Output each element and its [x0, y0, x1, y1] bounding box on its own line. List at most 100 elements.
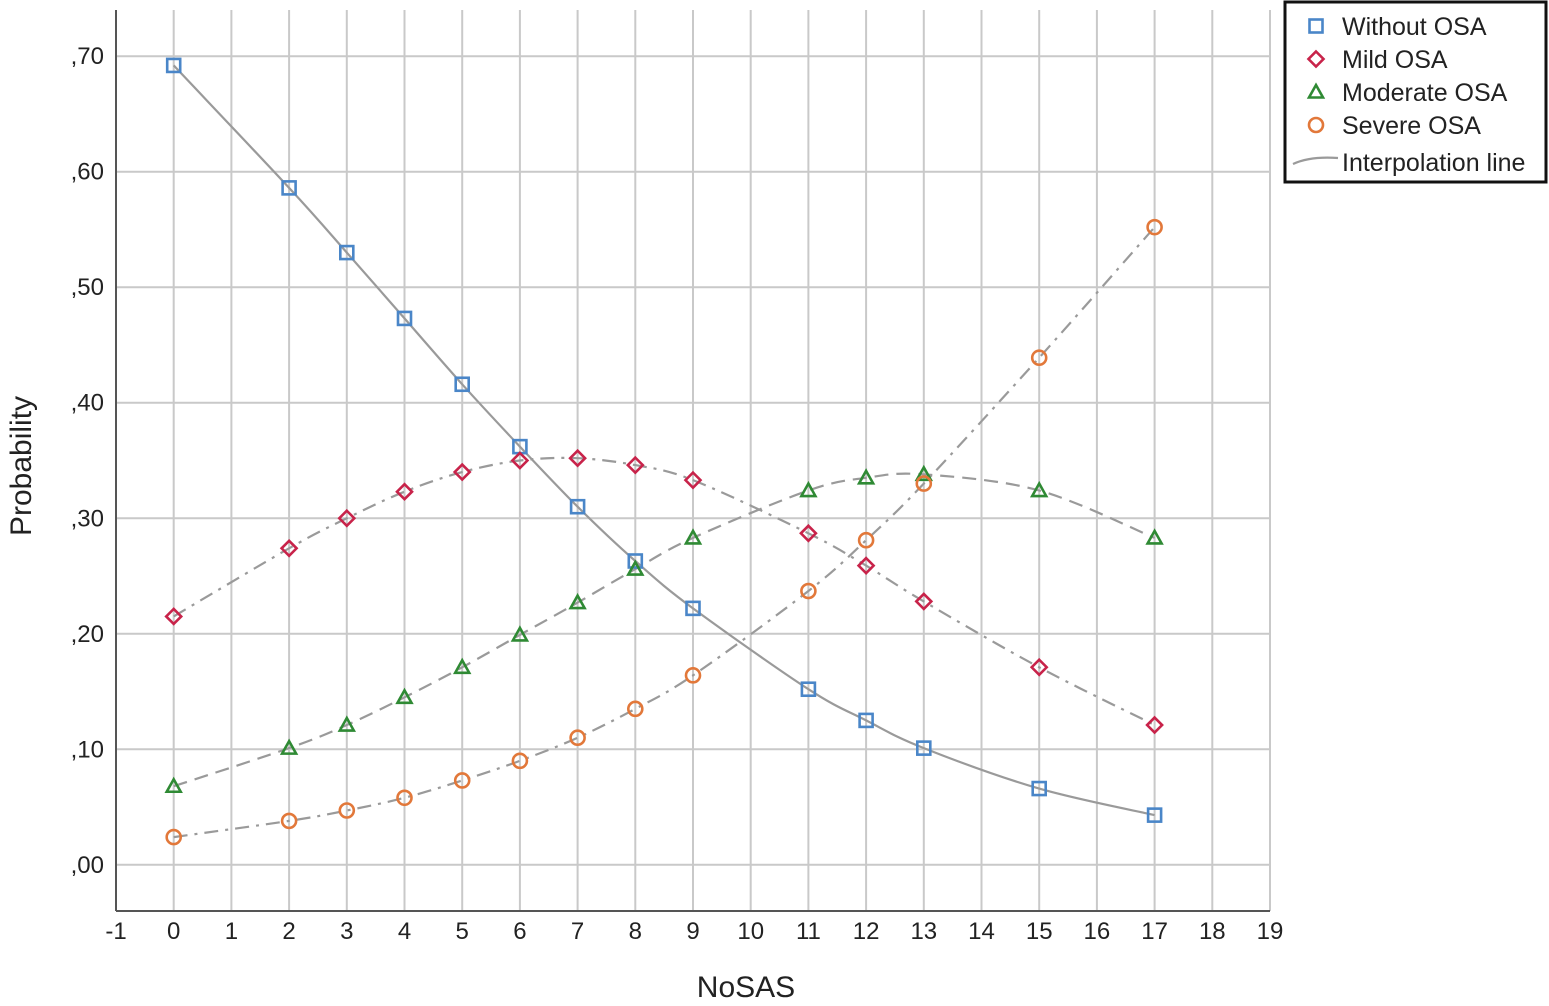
legend-box — [1283, 0, 1548, 184]
marker-severe-osa — [280, 812, 298, 830]
marker-moderate-osa — [395, 687, 414, 705]
y-tick-label: ,70 — [71, 43, 104, 70]
marker-severe-osa — [165, 828, 182, 846]
marker-mild-osa — [914, 592, 934, 611]
legend-marker-severe-osa — [1307, 116, 1325, 134]
marker-without-osa — [569, 498, 586, 515]
marker-severe-osa — [857, 531, 875, 549]
marker-mild-osa — [856, 556, 876, 575]
marker-moderate-osa — [279, 738, 299, 755]
interpolation-line-moderate-osa — [173, 472, 1156, 788]
y-tick-labels: ,00 ,10 ,20 ,30 ,40 ,50 ,60 ,70 — [71, 43, 104, 879]
x-tick-label: 14 — [968, 918, 995, 945]
x-tick-label: 3 — [340, 918, 353, 945]
marker-severe-osa — [569, 729, 586, 747]
marker-without-osa — [627, 553, 644, 569]
x-tick-label: 4 — [398, 918, 411, 945]
marker-moderate-osa — [510, 625, 530, 642]
y-tick-label: ,30 — [71, 505, 104, 532]
x-tick-label: 7 — [571, 918, 584, 945]
marker-mild-osa — [395, 482, 414, 502]
y-tick-label: ,00 — [71, 852, 104, 879]
marker-without-osa — [165, 57, 182, 74]
marker-moderate-osa — [1029, 480, 1049, 498]
marker-without-osa — [454, 376, 471, 393]
interpolation-line-without-osa — [172, 64, 1155, 817]
marker-without-osa — [281, 180, 297, 196]
axes — [115, 10, 1270, 912]
marker-mild-osa — [799, 523, 818, 543]
marker-without-osa — [858, 712, 874, 729]
legend-label-without-osa: Without OSA — [1342, 13, 1487, 41]
legend-label-interpolation-line: Interpolation line — [1342, 149, 1525, 177]
x-tick-label: 11 — [796, 918, 821, 945]
marker-severe-osa — [800, 582, 817, 600]
legend-label-severe-osa: Severe OSA — [1342, 112, 1481, 140]
marker-severe-osa — [453, 772, 471, 789]
marker-mild-osa — [337, 508, 357, 528]
data-markers — [164, 57, 1164, 846]
x-tick-label: 5 — [456, 918, 469, 945]
marker-moderate-osa — [914, 464, 934, 482]
legend-label-moderate-osa: Moderate OSA — [1342, 79, 1508, 107]
marker-moderate-osa — [337, 715, 357, 732]
marker-severe-osa — [1146, 218, 1163, 236]
legend-items: Without OSA Mild OSA Moderate OSA Severe OS… — [1292, 13, 1525, 177]
marker-moderate-osa — [683, 528, 703, 545]
x-tick-label: 17 — [1141, 918, 1168, 945]
x-tick-label: 9 — [686, 918, 699, 945]
legend-interpolation-line-icon — [1292, 156, 1339, 165]
interpolation-line-mild-osa — [173, 456, 1156, 726]
interpolation-line-severe-osa — [173, 226, 1156, 839]
marker-moderate-osa — [568, 592, 587, 610]
marker-without-osa — [1031, 780, 1047, 797]
legend-marker-moderate-osa — [1306, 82, 1326, 99]
marker-severe-osa — [396, 789, 413, 807]
y-tick-label: ,10 — [71, 736, 104, 763]
marker-moderate-osa — [164, 776, 183, 794]
marker-mild-osa — [683, 470, 703, 490]
legend: Without OSA Mild OSA Moderate OSA Severe OS… — [1283, 0, 1548, 184]
y-tick-label: ,20 — [71, 621, 104, 648]
x-tick-label: 16 — [1084, 918, 1111, 945]
marker-severe-osa — [915, 475, 933, 492]
x-tick-label: -1 — [105, 918, 126, 945]
legend-marker-without-osa — [1308, 18, 1324, 34]
marker-severe-osa — [684, 667, 702, 684]
x-axis-title: NoSAS — [697, 971, 795, 1004]
marker-severe-osa — [626, 700, 644, 718]
y-tick-label: ,60 — [71, 159, 104, 186]
x-tick-label: 15 — [1026, 918, 1053, 945]
x-tick-label: 6 — [513, 918, 526, 945]
gridlines — [116, 10, 1271, 911]
marker-without-osa — [1146, 807, 1163, 823]
marker-without-osa — [685, 600, 701, 617]
marker-without-osa — [396, 310, 413, 327]
marker-severe-osa — [1030, 349, 1048, 366]
marker-mild-osa — [164, 607, 184, 626]
x-tick-label: 2 — [282, 918, 295, 945]
marker-moderate-osa — [799, 480, 818, 498]
marker-moderate-osa — [856, 468, 876, 485]
y-tick-label: ,50 — [71, 274, 104, 301]
x-tick-label: 1 — [225, 918, 238, 945]
legend-marker-mild-osa — [1306, 49, 1326, 69]
marker-mild-osa — [568, 448, 587, 468]
marker-severe-osa — [338, 802, 356, 819]
marker-moderate-osa — [1145, 528, 1164, 545]
x-tick-labels: -1 0 1 2 3 4 5 6 7 8 9 10 11 12 13 14 15 16 17 18 19 — [105, 918, 1283, 945]
x-tick-label: 19 — [1257, 918, 1284, 945]
marker-mild-osa — [1029, 657, 1049, 677]
x-tick-label: 10 — [737, 918, 764, 945]
legend-label-mild-osa: Mild OSA — [1342, 46, 1448, 74]
y-tick-label: ,40 — [71, 390, 104, 417]
marker-severe-osa — [511, 752, 529, 770]
x-tick-label: 8 — [629, 918, 642, 945]
marker-mild-osa — [452, 462, 472, 482]
marker-without-osa — [338, 244, 355, 261]
interpolation-lines — [172, 64, 1156, 839]
x-tick-label: 18 — [1199, 918, 1226, 945]
marker-mild-osa — [625, 455, 645, 475]
marker-moderate-osa — [626, 559, 645, 576]
